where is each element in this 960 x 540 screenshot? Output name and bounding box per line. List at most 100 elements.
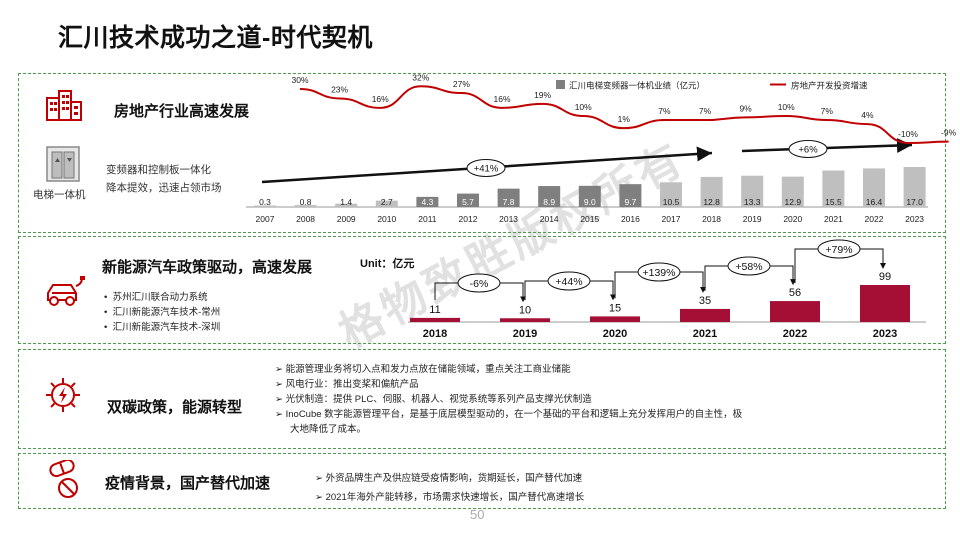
x-tick-label: 2020 (783, 214, 802, 224)
building-icon (46, 90, 82, 121)
bar (903, 167, 926, 207)
growth-badge (637, 262, 681, 282)
section4-bullets: ➢ 外资品牌生产及供应链受疫情影响，货期延长，国产替代加速 ➢ 2021年海外产… (315, 469, 584, 507)
line-value-label: 1% (618, 114, 631, 124)
page-title: 汇川技术成功之道-时代契机 (58, 24, 373, 52)
legend-bar-label: 汇川电梯变频器一体机业绩（亿元） (569, 81, 705, 91)
bar-value-label: 99 (879, 271, 891, 283)
bar-value-label: 15 (609, 302, 621, 314)
list-item: 大地降低了成本。 (290, 424, 367, 435)
section1-desc-line2: 降本提效，迅速占领市场 (106, 182, 222, 194)
bar-value-label: 17.0 (906, 197, 923, 207)
bar (457, 193, 479, 207)
section2-heading: 新能源汽车政策驱动，高速发展 (102, 259, 313, 276)
page-number: 50 (470, 507, 485, 522)
growth-badge (817, 239, 861, 259)
x-tick-label: 2022 (865, 214, 884, 224)
electric-car-icon (47, 276, 85, 306)
line-value-label: 27% (453, 79, 470, 89)
growth-label: +41% (474, 164, 499, 175)
x-tick-label: 2023 (873, 328, 897, 340)
bar (410, 317, 460, 322)
bar (770, 301, 820, 322)
legend-line-label: 房地产开发投资增速 (791, 81, 868, 91)
bar (680, 308, 730, 322)
bar (863, 168, 885, 207)
x-tick-label: 2008 (296, 214, 315, 224)
x-tick-label: 2009 (337, 214, 356, 224)
bar (741, 175, 764, 207)
line-value-label: 10% (778, 102, 795, 112)
bar (660, 182, 682, 207)
x-tick-label: 2021 (824, 214, 843, 224)
x-tick-label: 2019 (513, 328, 537, 340)
x-tick-label: 2021 (693, 328, 717, 340)
bar (500, 318, 550, 322)
line-value-label: 4% (861, 110, 874, 120)
line-value-label: -9% (941, 128, 957, 138)
x-tick-label: 2011 (418, 214, 437, 224)
x-tick-label: 2017 (662, 214, 681, 224)
panel-real-estate (18, 73, 946, 233)
line-value-label: -10% (898, 129, 918, 139)
line-value-label: 16% (372, 94, 389, 104)
bar-value-label: 35 (699, 295, 711, 307)
bar-value-label: 5.7 (462, 197, 474, 207)
x-tick-label: 2015 (580, 214, 599, 224)
bar (294, 205, 317, 207)
elevator-label: 电梯一体机 (33, 189, 86, 201)
list-item: • 苏州汇川联合动力系统 (104, 292, 208, 303)
bar-value-label: 2.7 (381, 197, 393, 207)
x-tick-label: 2020 (603, 328, 627, 340)
bar-value-label: 8.9 (543, 197, 555, 207)
growth-label: +44% (555, 276, 582, 288)
bar (590, 316, 640, 322)
x-tick-label: 2023 (905, 214, 924, 224)
bar-value-label: 0.3 (259, 197, 271, 207)
bar-value-label: 13.3 (744, 197, 761, 207)
list-item: ➢ 2021年海外产能转移，市场需求快速增长，国产替代高速增长 (315, 492, 585, 503)
growth-badge (547, 271, 591, 291)
series-line (299, 85, 949, 145)
list-item: ➢ 外资品牌生产及供应链受疫情影响，货期延长，国产替代加速 (315, 473, 583, 484)
bar (538, 186, 561, 207)
list-item: ➢ InoCube 数字能源管理平台，是基于底层模型驱动的，在一个基础的平台和逻… (275, 409, 743, 420)
list-item: • 汇川新能源汽车技术-深圳 (104, 322, 221, 333)
x-tick-label: 2007 (256, 214, 275, 224)
x-tick-label: 2012 (459, 214, 478, 224)
bar-value-label: 4.3 (421, 197, 433, 207)
growth-badge (788, 140, 828, 158)
bar (822, 170, 845, 207)
bar-value-label: 7.8 (503, 197, 515, 207)
line-value-label: 9% (739, 103, 752, 113)
panel-epidemic (18, 453, 946, 509)
line-value-label: 30% (291, 75, 308, 85)
list-item: ➢ 能源管理业务将切入点和发力点放在储能领域，重点关注工商业储能 (275, 364, 571, 375)
section3-heading: 双碳政策，能源转型 (107, 399, 243, 416)
bar (497, 188, 520, 207)
growth-label: -6% (470, 278, 489, 290)
bar-value-label: 12.9 (785, 197, 802, 207)
x-tick-label: 2010 (377, 214, 396, 224)
growth-label: +6% (798, 145, 818, 156)
section1-desc-line1: 变频器和控制板一体化 (106, 164, 211, 176)
x-tick-label: 2018 (702, 214, 721, 224)
bar (578, 185, 601, 207)
bar-value-label: 16.4 (866, 197, 883, 207)
bar-value-label: 9.7 (624, 197, 636, 207)
panel-dual-carbon (18, 349, 946, 449)
bar-value-label: 10.5 (663, 197, 680, 207)
bar (781, 176, 804, 207)
x-tick-label: 2014 (540, 214, 559, 224)
bar-value-label: 56 (789, 287, 801, 299)
growth-badge (457, 273, 501, 293)
line-value-label: 19% (534, 90, 551, 100)
bar-value-label: 9.0 (584, 197, 596, 207)
x-tick-label: 2018 (423, 328, 447, 340)
x-tick-label: 2022 (783, 328, 807, 340)
panel-new-energy-vehicle (18, 236, 946, 344)
line-value-label: 23% (331, 84, 348, 94)
line-value-label: 10% (575, 102, 592, 112)
